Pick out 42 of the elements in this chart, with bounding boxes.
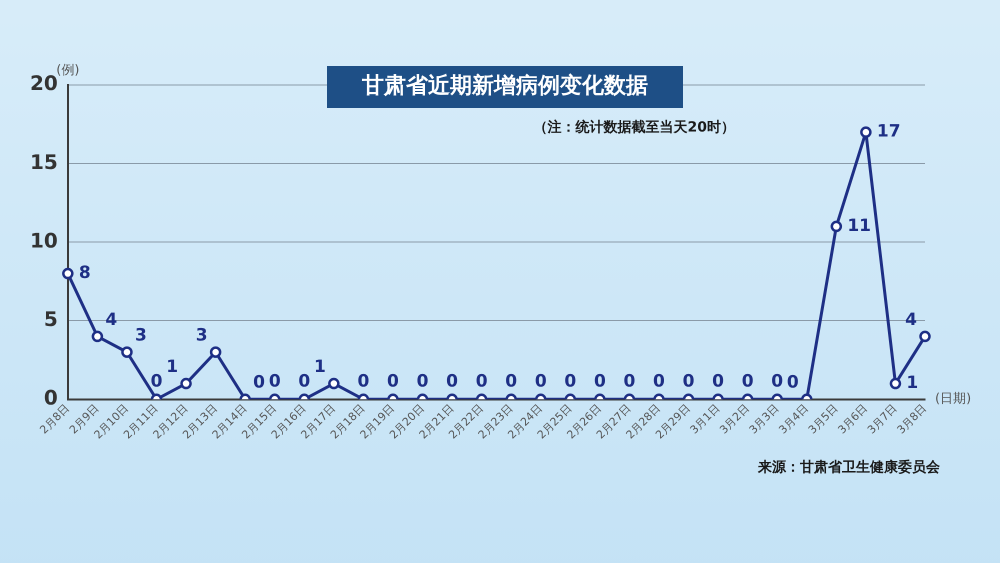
data-label: 0 xyxy=(594,372,606,392)
data-label: 3 xyxy=(196,326,208,346)
data-label: 0 xyxy=(712,372,724,392)
data-label: 0 xyxy=(682,372,695,392)
data-label: 8 xyxy=(78,262,91,283)
data-label: 1 xyxy=(314,356,326,377)
text: （注：统计数据截至当天20时） xyxy=(534,118,735,136)
data-label: 0 xyxy=(416,372,429,392)
data-label: 0 xyxy=(742,372,754,392)
data-label: 0 xyxy=(505,372,518,392)
x-axis-title: (日期) xyxy=(935,392,972,407)
y-tick-label: 20 xyxy=(30,71,58,96)
data-label: 4 xyxy=(905,310,918,330)
data-label: 0 xyxy=(387,372,400,392)
data-label: 1 xyxy=(166,356,178,377)
data-label: 0 xyxy=(653,372,666,392)
y-axis-title: (例) xyxy=(56,62,80,78)
data-label: 0 xyxy=(534,372,547,392)
point xyxy=(62,268,74,280)
chart-title: 甘肃省近期新增病例变化数据 xyxy=(361,72,648,99)
data-label: 0 xyxy=(476,372,488,392)
data-label: 0 xyxy=(564,372,576,392)
y-tick-label: 10 xyxy=(30,228,58,252)
data-label: 1 xyxy=(906,372,918,393)
source-note: 来源：甘肃省卫生健康委员会 xyxy=(757,458,941,476)
point xyxy=(830,220,842,232)
data-label: 0 xyxy=(771,372,784,392)
y-tick-label: 0 xyxy=(44,385,58,410)
data-label: 4 xyxy=(105,310,118,330)
data-label: 3 xyxy=(134,326,147,346)
data-label: 0 xyxy=(298,372,310,392)
data-label: 0 xyxy=(624,372,636,392)
data-label: 0 xyxy=(268,372,281,392)
y-tick-label: 5 xyxy=(44,306,58,331)
data-label: 0 xyxy=(357,372,370,392)
data-label: 11 xyxy=(847,216,871,236)
data-label: 17 xyxy=(876,122,901,142)
data-label: 0 xyxy=(786,372,799,393)
y-tick-label: 15 xyxy=(30,150,58,174)
data-label: 0 xyxy=(150,372,163,392)
data-label: 0 xyxy=(446,372,458,392)
data-label: 0 xyxy=(253,372,266,393)
